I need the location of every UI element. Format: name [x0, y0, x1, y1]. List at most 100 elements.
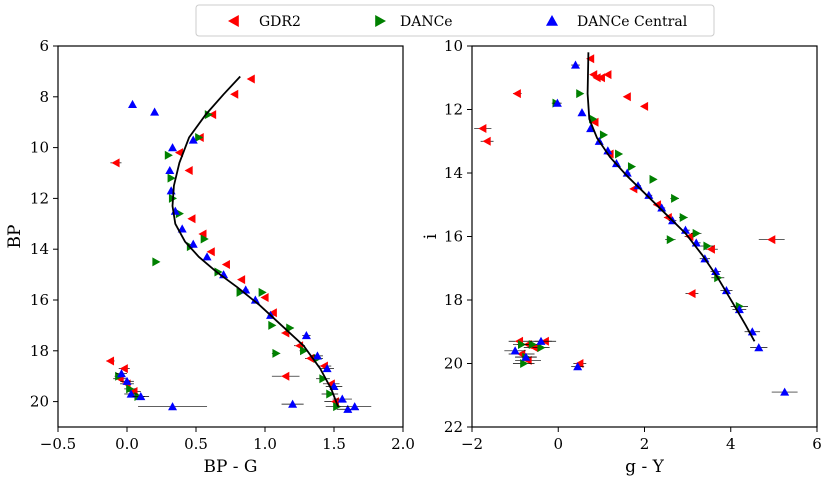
data-point — [188, 135, 198, 144]
data-point — [122, 376, 132, 385]
legend-label: DANCe Central — [577, 14, 688, 30]
data-point — [754, 343, 764, 352]
data-point — [657, 203, 667, 212]
data-point — [671, 193, 680, 203]
data-point — [599, 130, 609, 140]
data-point — [615, 149, 624, 159]
data-point — [510, 346, 520, 355]
data-point — [301, 331, 311, 340]
data-point — [767, 235, 776, 245]
x-tick-label: −2 — [461, 435, 483, 453]
data-point — [586, 54, 595, 64]
y-tick-label: 20 — [444, 355, 463, 373]
y-tick-label: 14 — [30, 240, 49, 258]
data-point — [288, 399, 298, 408]
data-point — [300, 346, 309, 356]
data-point — [596, 73, 605, 83]
y-tick-label: 16 — [444, 228, 463, 246]
data-point — [165, 165, 175, 175]
data-point — [703, 241, 712, 251]
data-point — [119, 364, 128, 374]
data-point — [622, 92, 631, 102]
data-point — [520, 359, 529, 368]
data-point — [168, 402, 178, 411]
x-tick-label: 1.0 — [253, 435, 277, 453]
data-point — [246, 74, 255, 84]
data-point — [286, 323, 295, 333]
data-point — [281, 371, 290, 381]
legend-box — [195, 4, 715, 37]
data-point — [214, 267, 223, 277]
series-dance-central — [115, 99, 372, 413]
data-point — [644, 190, 654, 199]
series-gdr2 — [474, 54, 785, 368]
data-point — [150, 107, 160, 116]
data-point — [268, 308, 277, 318]
y-tick-label: 12 — [444, 101, 463, 119]
legend: GDR2 DANCe DANCe Central — [195, 4, 715, 37]
data-point — [649, 174, 658, 184]
y-tick-label: 16 — [30, 291, 49, 309]
data-point — [260, 292, 269, 302]
data-point — [184, 165, 193, 175]
data-point — [692, 228, 701, 238]
data-point — [337, 394, 347, 403]
data-point — [343, 404, 353, 413]
data-point — [780, 387, 790, 396]
axes-frame — [471, 45, 818, 428]
legend-marker-gdr2 — [228, 15, 239, 27]
data-point — [128, 99, 138, 109]
y-axis-label: i — [421, 233, 441, 239]
data-point — [164, 150, 173, 160]
data-point — [319, 374, 328, 384]
y-tick-label: 12 — [30, 189, 49, 207]
data-point — [329, 381, 339, 390]
data-point — [174, 148, 184, 158]
data-point — [350, 402, 360, 411]
x-tick-label: 0 — [553, 435, 563, 453]
data-point — [552, 98, 562, 107]
data-point — [126, 384, 135, 394]
x-tick-label: 0.0 — [115, 435, 139, 453]
data-point — [198, 229, 207, 239]
data-point — [236, 287, 245, 297]
data-point — [663, 212, 672, 222]
x-tick-label: 0.5 — [184, 435, 208, 453]
data-point — [603, 146, 613, 155]
data-point — [586, 124, 596, 133]
x-tick-label: 6 — [812, 435, 822, 453]
data-point — [152, 257, 161, 267]
x-axis-label: g - Y — [625, 457, 664, 477]
data-point — [603, 70, 612, 80]
data-point — [575, 359, 584, 368]
data-point — [685, 232, 694, 241]
x-tick-label: 2.0 — [391, 435, 415, 453]
plot-area — [474, 52, 798, 396]
data-point — [571, 60, 580, 69]
data-point — [640, 101, 649, 111]
data-point — [576, 89, 585, 99]
y-tick-label: 20 — [30, 393, 49, 411]
data-point — [272, 348, 281, 358]
plot-area — [105, 74, 372, 413]
data-point — [589, 70, 598, 80]
y-tick-label: 6 — [39, 37, 49, 55]
data-point — [187, 214, 196, 224]
y-axis-label: BP — [5, 225, 25, 249]
data-point — [528, 339, 537, 349]
data-point — [512, 89, 521, 99]
data-point — [517, 339, 527, 349]
y-tick-label: 10 — [444, 37, 463, 55]
data-point — [312, 351, 322, 360]
data-point — [711, 266, 721, 276]
data-point — [679, 212, 688, 222]
data-point — [573, 362, 583, 371]
y-tick-label: 10 — [30, 139, 49, 157]
legend-label: GDR2 — [259, 14, 301, 30]
data-point — [202, 252, 212, 261]
data-point — [105, 356, 115, 366]
data-point — [577, 108, 587, 117]
data-point — [230, 89, 239, 99]
data-point — [268, 320, 277, 330]
